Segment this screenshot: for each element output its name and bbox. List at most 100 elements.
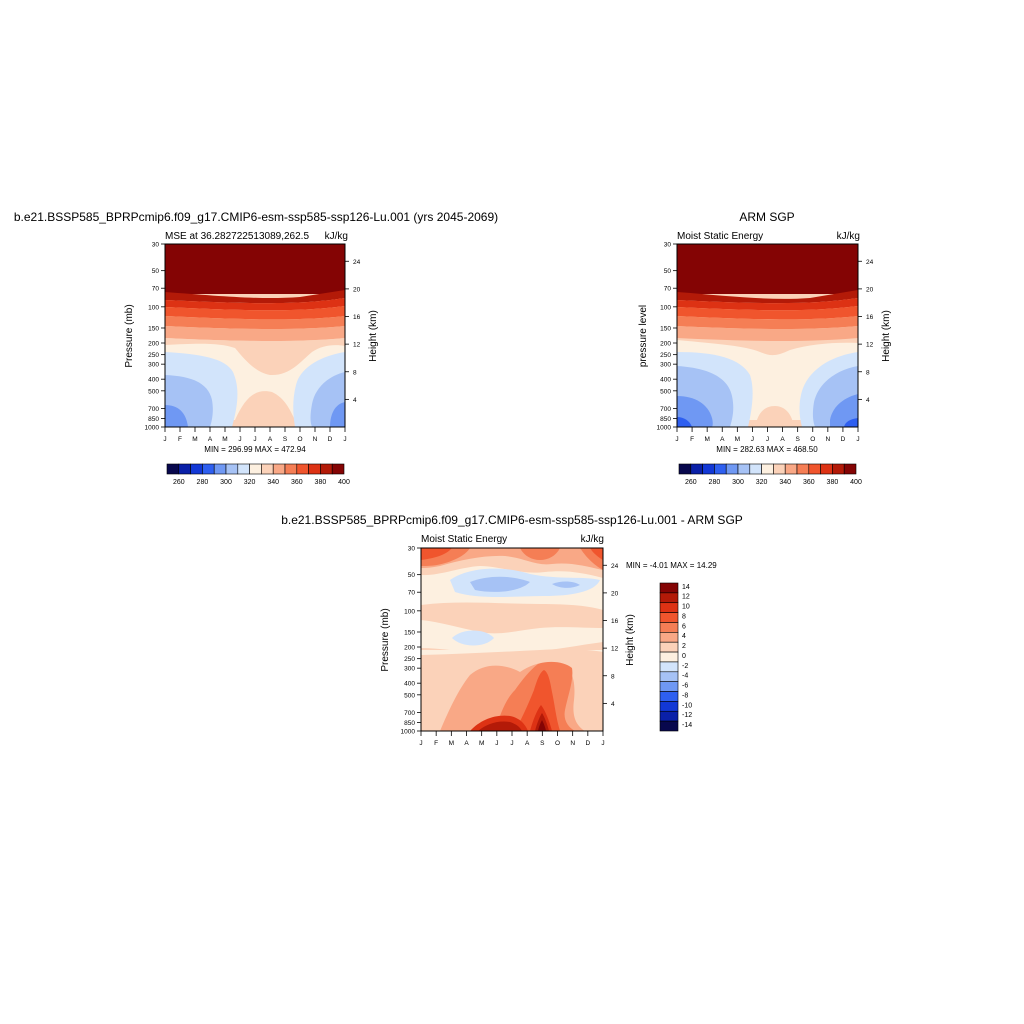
y-tick-label: 150 xyxy=(148,325,159,332)
colorbar-swatch xyxy=(761,463,774,475)
x-tick-label: O xyxy=(810,436,815,443)
panel-model-band-5 xyxy=(165,326,345,341)
x-tick-label: S xyxy=(795,436,800,443)
colorbar-label: 4 xyxy=(682,633,686,640)
y-tick-label: 30 xyxy=(664,242,672,249)
panel-model-field xyxy=(165,244,345,427)
colorbar-label: 340 xyxy=(267,479,279,486)
panel-model-stats: MIN = 296.99 MAX = 472.94 xyxy=(204,445,306,454)
x-tick-label: O xyxy=(555,740,560,747)
x-tick-label: J xyxy=(766,436,769,443)
panel-obs-deep-blue-corner-right xyxy=(844,418,858,427)
y-tick-label: 200 xyxy=(660,341,671,348)
y-tick-label: 400 xyxy=(404,681,415,688)
colorbar-swatch xyxy=(308,463,321,475)
y-tick-label: 300 xyxy=(404,666,415,673)
colorbar-label: 8 xyxy=(682,613,686,620)
x-tick-label: N xyxy=(313,436,318,443)
colorbar-label: 260 xyxy=(173,479,185,486)
colorbar-swatch xyxy=(261,463,274,475)
panel-diff-ticks: 30 50 70 100 150 200 250 300 400 500 700 850 1000 24 2… xyxy=(401,546,619,748)
x-tick-label: M xyxy=(479,740,484,747)
colorbar-label: 2 xyxy=(682,643,686,650)
y2-tick-label: 4 xyxy=(611,701,615,708)
colorbar-swatch xyxy=(237,463,250,475)
y-tick-label: 200 xyxy=(148,341,159,348)
colorbar-swatch xyxy=(659,651,679,663)
x-tick-label: J xyxy=(751,436,754,443)
panel-model-colorbar: 260 280 300 320 340 360 380 400 xyxy=(166,463,350,486)
panel-difference: b.e21.BSSP585_BPRPcmip6.f09_g17.CMIP6-es… xyxy=(281,513,743,747)
colorbar-label: 380 xyxy=(827,479,839,486)
colorbar-swatch xyxy=(659,720,679,732)
colorbar-swatch xyxy=(659,602,679,613)
x-tick-label: A xyxy=(208,436,213,443)
y-tick-label: 100 xyxy=(404,608,415,615)
y2-tick-label: 20 xyxy=(353,286,361,293)
colorbar-swatch xyxy=(678,463,692,475)
y-tick-label: 300 xyxy=(660,362,671,369)
panel-obs-y2label: Height (km) xyxy=(881,310,892,362)
y-tick-label: 50 xyxy=(152,268,160,275)
colorbar-label: 6 xyxy=(682,623,686,630)
y2-tick-label: 16 xyxy=(353,314,361,321)
colorbar-swatch xyxy=(272,463,286,475)
y-tick-label: 150 xyxy=(404,629,415,636)
x-tick-label: F xyxy=(178,436,182,443)
x-tick-label: A xyxy=(720,436,725,443)
y-tick-label: 70 xyxy=(152,286,160,293)
y2-tick-label: 8 xyxy=(353,369,357,376)
y2-tick-label: 4 xyxy=(866,397,870,404)
colorbar-swatch xyxy=(659,681,679,692)
panel-obs-mid-blue-right xyxy=(830,394,858,427)
panel-diff-top-mid-warm xyxy=(520,548,560,560)
colorbar-swatch xyxy=(249,463,262,475)
y-tick-label: 70 xyxy=(664,286,672,293)
y-tick-label: 250 xyxy=(148,352,159,359)
panel-model-summer-lobe xyxy=(248,410,290,427)
colorbar-swatch xyxy=(714,463,727,475)
y-tick-label: 100 xyxy=(660,304,671,311)
x-tick-label: J xyxy=(510,740,513,747)
colorbar-swatch xyxy=(213,463,227,475)
y-tick-label: 500 xyxy=(404,692,415,699)
panel-model-left-string: MSE at 36.282722513089,262.5 xyxy=(165,231,309,242)
colorbar-swatch xyxy=(659,641,679,653)
colorbar-label: 300 xyxy=(220,479,232,486)
y-tick-label: 300 xyxy=(148,362,159,369)
colorbar-swatch xyxy=(331,463,345,475)
y2-tick-label: 12 xyxy=(353,342,361,349)
panel-model-ticks: 30 50 70 100 150 200 250 300 400 500 700 850 1000 24 2… xyxy=(145,242,361,444)
colorbar-label: -10 xyxy=(682,702,692,709)
colorbar-label: 320 xyxy=(756,479,768,486)
colorbar-label: -14 xyxy=(682,722,692,729)
x-tick-label: A xyxy=(268,436,273,443)
x-tick-label: A xyxy=(780,436,785,443)
colorbar-swatch xyxy=(725,463,739,475)
colorbar-swatch xyxy=(659,582,679,594)
colorbar-swatch xyxy=(808,463,821,475)
panel-model-mid-blue xyxy=(165,405,188,427)
panel-diff-units: kJ/kg xyxy=(581,534,604,545)
colorbar-label: 12 xyxy=(682,594,690,601)
panel-obs-ylabel: pressure level xyxy=(638,305,649,367)
colorbar-label: 400 xyxy=(338,479,350,486)
panel-obs-deep-blue-corner xyxy=(677,417,692,427)
x-tick-label: M xyxy=(222,436,227,443)
y-tick-label: 100 xyxy=(148,304,159,311)
x-tick-label: J xyxy=(856,436,859,443)
colorbar-label: 300 xyxy=(732,479,744,486)
x-tick-label: S xyxy=(540,740,545,747)
y-tick-label: 50 xyxy=(664,268,672,275)
y-tick-label: 30 xyxy=(408,546,416,553)
panel-diff-cold-core-right xyxy=(552,581,580,588)
panel-model-band-1 xyxy=(165,290,345,304)
y-tick-label: 500 xyxy=(660,388,671,395)
colorbar-swatch xyxy=(659,710,679,722)
colorbar-label: 340 xyxy=(779,479,791,486)
colorbar-label: 380 xyxy=(315,479,327,486)
x-tick-label: M xyxy=(192,436,197,443)
x-tick-label: J xyxy=(601,740,604,747)
panel-obs-field xyxy=(677,244,858,427)
